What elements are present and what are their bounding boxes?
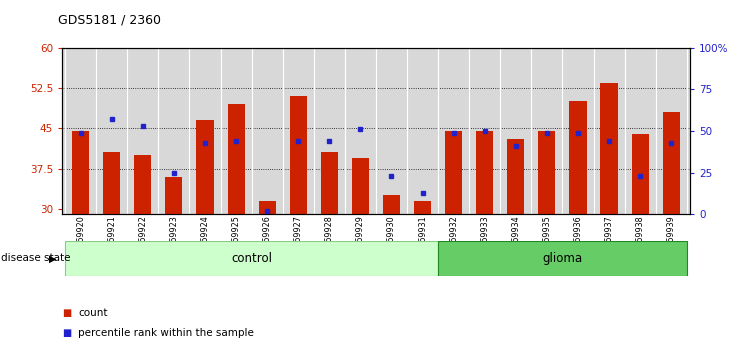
Bar	[103, 153, 120, 214]
Text: ■: ■	[62, 328, 72, 338]
Text: ▶: ▶	[49, 253, 56, 263]
Bar	[290, 96, 307, 214]
Text: percentile rank within the sample: percentile rank within the sample	[78, 328, 254, 338]
Bar	[438, 241, 687, 276]
Text: count: count	[78, 308, 107, 318]
Text: GDS5181 / 2360: GDS5181 / 2360	[58, 13, 161, 27]
Bar	[65, 241, 438, 276]
Bar	[196, 120, 214, 214]
Text: disease state: disease state	[1, 253, 71, 263]
Bar	[228, 104, 245, 214]
Bar	[445, 131, 462, 214]
Bar	[258, 201, 276, 214]
Bar	[476, 131, 493, 214]
Text: ■: ■	[62, 308, 72, 318]
Bar	[538, 131, 556, 214]
Bar	[414, 201, 431, 214]
Text: glioma: glioma	[542, 252, 583, 265]
Bar	[663, 112, 680, 214]
Bar	[72, 131, 89, 214]
Bar	[320, 153, 338, 214]
Bar	[134, 155, 151, 214]
Bar	[383, 195, 400, 214]
Text: control: control	[231, 252, 272, 265]
Bar	[569, 102, 586, 214]
Bar	[601, 83, 618, 214]
Bar	[352, 158, 369, 214]
Bar	[166, 177, 182, 214]
Bar	[507, 139, 524, 214]
Bar	[631, 134, 649, 214]
